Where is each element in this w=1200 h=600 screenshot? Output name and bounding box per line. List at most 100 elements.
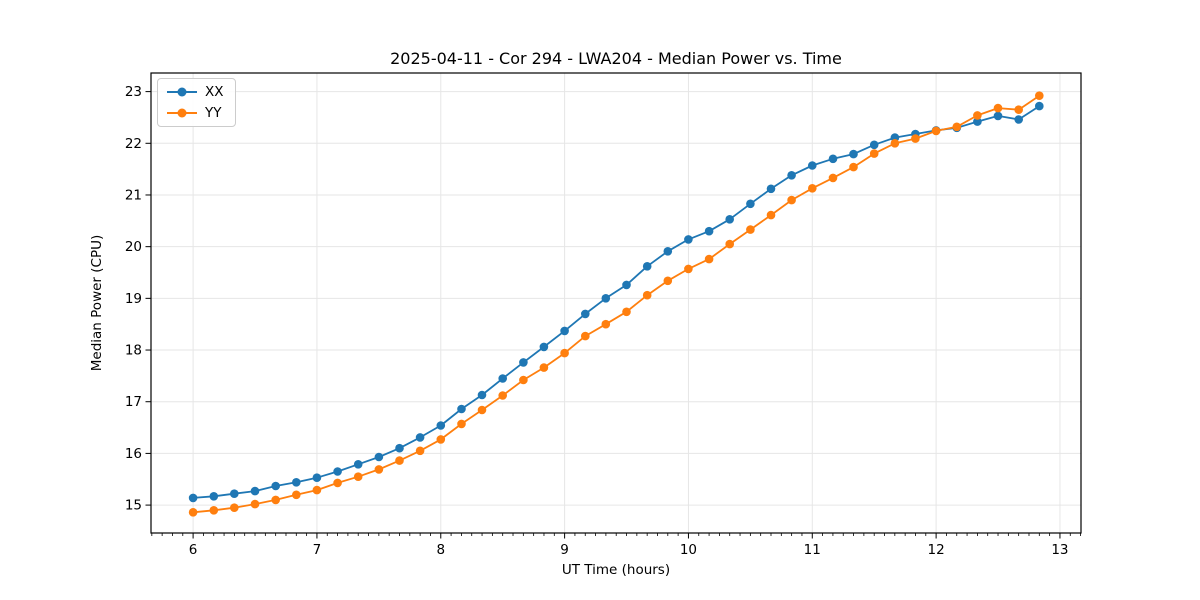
x-tick-label: 12 <box>928 542 945 558</box>
data-point-yy <box>663 276 673 286</box>
y-tick-label: 21 <box>125 187 142 203</box>
data-point-xx <box>271 481 281 491</box>
data-point-yy <box>622 307 631 317</box>
data-point-xx <box>849 149 858 159</box>
data-point-yy <box>766 210 776 220</box>
data-point-xx <box>704 226 714 236</box>
data-point-xx <box>436 421 446 430</box>
data-point-xx <box>539 342 549 352</box>
data-point-xx <box>684 235 693 244</box>
data-point-yy <box>353 472 363 482</box>
data-point-xx <box>1014 115 1023 124</box>
legend-entry-yy: YY <box>167 105 224 121</box>
data-point-yy <box>374 465 384 474</box>
data-point-yy <box>931 126 941 136</box>
data-point-yy <box>828 173 838 183</box>
data-point-xx <box>581 309 590 319</box>
data-point-yy <box>973 111 982 120</box>
data-point-xx <box>230 489 239 499</box>
data-point-yy <box>209 506 219 515</box>
data-point-yy <box>725 239 734 249</box>
y-tick-label: 20 <box>125 239 142 255</box>
y-tick-label: 19 <box>125 291 142 307</box>
data-point-yy <box>539 363 549 372</box>
x-tick-label: 6 <box>189 542 198 558</box>
data-point-yy <box>684 264 693 274</box>
plot-border <box>150 72 1082 534</box>
y-tick-label: 18 <box>125 343 142 359</box>
y-tick-label: 22 <box>125 136 142 152</box>
chart-title: 2025-04-11 - Cor 294 - LWA204 - Median P… <box>390 49 842 68</box>
data-point-yy <box>477 405 487 415</box>
data-point-yy <box>292 490 301 500</box>
legend-entry-xx: XX <box>167 84 224 100</box>
data-point-xx <box>725 215 734 224</box>
data-point-yy <box>188 508 198 517</box>
data-point-yy <box>911 134 920 143</box>
data-point-yy <box>601 319 611 329</box>
data-point-xx <box>560 326 569 336</box>
data-point-xx <box>457 404 466 414</box>
data-point-yy <box>1014 105 1023 114</box>
data-point-yy <box>312 485 322 495</box>
series-line-xx <box>192 105 1041 499</box>
data-point-xx <box>477 390 487 400</box>
y-tick-label: 16 <box>125 446 142 462</box>
data-point-yy <box>952 122 962 132</box>
data-point-yy <box>1035 91 1044 100</box>
data-point-yy <box>250 499 260 509</box>
data-point-xx <box>333 467 342 476</box>
data-point-xx <box>1035 101 1044 111</box>
data-point-yy <box>519 375 528 385</box>
legend-line-marker-icon <box>167 90 197 94</box>
data-point-yy <box>498 391 508 400</box>
data-point-yy <box>808 184 817 193</box>
data-point-xx <box>312 473 322 483</box>
data-point-xx <box>209 492 219 501</box>
y-axis-label: Median Power (CPU) <box>89 234 105 372</box>
data-point-yy <box>890 139 900 148</box>
data-point-xx <box>374 452 384 462</box>
y-tick-label: 23 <box>125 84 142 100</box>
data-point-xx <box>498 374 508 383</box>
data-point-xx <box>519 358 528 367</box>
data-point-xx <box>188 493 198 503</box>
data-point-yy <box>271 495 281 505</box>
x-tick-label: 7 <box>313 542 322 558</box>
legend-line-marker-icon <box>167 111 197 115</box>
data-point-xx <box>993 111 1003 121</box>
data-point-xx <box>746 199 755 209</box>
data-point-xx <box>642 262 652 271</box>
data-point-yy <box>230 503 239 512</box>
y-tick-label: 15 <box>125 498 142 514</box>
x-tick-label: 8 <box>436 542 445 558</box>
data-point-yy <box>993 103 1003 113</box>
data-point-xx <box>869 140 879 150</box>
data-point-yy <box>560 348 569 358</box>
data-point-yy <box>333 478 342 488</box>
data-point-yy <box>787 195 796 205</box>
data-point-yy <box>581 331 590 341</box>
data-point-xx <box>622 280 631 290</box>
x-tick-label: 9 <box>560 542 569 558</box>
data-point-yy <box>395 456 404 465</box>
data-point-xx <box>973 117 982 126</box>
data-point-xx <box>601 294 611 303</box>
series-line-yy <box>192 94 1041 514</box>
data-point-yy <box>746 225 755 234</box>
data-point-xx <box>415 433 425 442</box>
data-point-yy <box>704 254 714 264</box>
data-point-xx <box>292 478 301 487</box>
y-tick-label: 17 <box>125 394 142 410</box>
x-tick-label: 11 <box>804 542 821 558</box>
data-point-xx <box>787 171 796 180</box>
data-point-yy <box>849 162 858 172</box>
legend-label-yy: YY <box>205 105 222 121</box>
data-point-xx <box>828 154 838 164</box>
data-point-yy <box>457 419 466 429</box>
data-point-xx <box>663 247 673 256</box>
x-tick-label: 13 <box>1051 542 1068 558</box>
data-point-xx <box>250 486 260 496</box>
